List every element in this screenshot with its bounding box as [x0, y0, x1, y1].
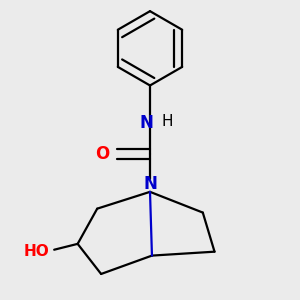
- Text: O: O: [95, 145, 109, 163]
- Text: N: N: [143, 175, 157, 193]
- Text: N: N: [139, 114, 153, 132]
- Text: H: H: [162, 114, 173, 129]
- Text: HO: HO: [24, 244, 50, 259]
